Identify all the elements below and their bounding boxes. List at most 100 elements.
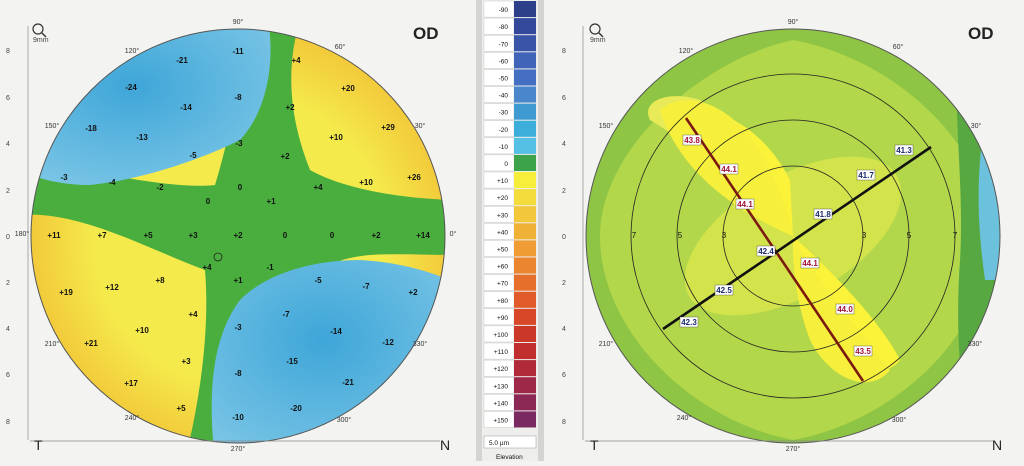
steep-k-value-box xyxy=(853,345,873,357)
scale-color-swatch xyxy=(514,377,536,394)
zoom-label: 9mm xyxy=(590,37,606,44)
scale-step-label: 5.0 µm xyxy=(489,440,509,447)
scale-color-swatch xyxy=(514,189,536,206)
elevation-value: +2 xyxy=(408,288,418,297)
elevation-value: +2 xyxy=(371,231,381,240)
elevation-value: -1 xyxy=(266,263,274,272)
y-tick-label: 6 xyxy=(562,95,566,102)
scale-color-swatch xyxy=(514,206,536,223)
scale-color-swatch xyxy=(514,154,536,171)
panel-divider[interactable] xyxy=(538,0,544,461)
steep-k-value: 44.1 xyxy=(721,165,737,174)
degree-label: 60° xyxy=(335,43,346,51)
elevation-value: +26 xyxy=(407,173,421,182)
flat-k-value-box xyxy=(756,245,776,257)
scale-color-swatch xyxy=(514,291,536,308)
degree-label: 210° xyxy=(45,340,60,348)
scale-color-swatch xyxy=(514,308,536,325)
elevation-value: -3 xyxy=(60,173,68,182)
elevation-value: +2 xyxy=(280,152,290,161)
ring-diameter-label: 3 xyxy=(862,231,867,240)
steep-k-value: 44.1 xyxy=(802,259,818,268)
ring-diameter-label: 3 xyxy=(722,231,727,240)
degree-label: 330° xyxy=(968,340,983,348)
scale-color-swatch xyxy=(514,172,536,189)
ring-diameter-label: 5 xyxy=(907,231,912,240)
elevation-value: -7 xyxy=(362,282,370,291)
scale-color-swatch xyxy=(514,360,536,377)
scale-value: +70 xyxy=(497,281,508,288)
y-tick-label: 8 xyxy=(6,419,10,426)
elevation-value: -5 xyxy=(314,276,322,285)
scale-value: +100 xyxy=(493,332,508,339)
degree-label: 270° xyxy=(231,445,246,453)
y-tick-label: 6 xyxy=(6,95,10,102)
flat-k-value: 41.8 xyxy=(815,210,831,219)
scale-color-swatch xyxy=(514,274,536,291)
scale-value: +110 xyxy=(494,349,509,356)
elevation-value: +10 xyxy=(359,178,373,187)
degree-label: 300° xyxy=(892,416,907,424)
y-tick-label: 4 xyxy=(562,326,566,333)
elevation-value: +17 xyxy=(124,379,138,388)
elevation-value: -12 xyxy=(382,338,394,347)
scale-color-swatch xyxy=(514,325,536,342)
scale-value: +140 xyxy=(493,400,508,407)
elevation-value: -3 xyxy=(234,323,242,332)
scale-value: -30 xyxy=(499,110,509,117)
elevation-value: 0 xyxy=(238,183,243,192)
scale-color-swatch xyxy=(514,18,536,35)
curvature-color-fill xyxy=(586,29,1000,443)
steep-k-value-box xyxy=(800,257,820,269)
elevation-value: +4 xyxy=(313,183,323,192)
scale-color-swatch xyxy=(514,120,536,137)
scale-color-swatch xyxy=(514,343,536,360)
scale-color-swatch xyxy=(514,223,536,240)
y-tick-label: 6 xyxy=(6,372,10,379)
elevation-value: 0 xyxy=(330,231,335,240)
steep-k-value-box xyxy=(682,134,702,146)
scale-color-swatch xyxy=(514,35,536,52)
degree-label: 30° xyxy=(971,122,982,130)
degree-label: 240° xyxy=(677,414,692,422)
degree-label: 120° xyxy=(125,47,140,55)
ring-diameter-label: 7 xyxy=(953,231,958,240)
scale-color-swatch xyxy=(514,240,536,257)
curvature-map: 8 6 4 2 0 2 4 6 8 90° 60° 30° 330° 300° 270° 240° 210° 1… xyxy=(562,18,1002,453)
elevation-value: +4 xyxy=(202,263,212,272)
eye-label: OD xyxy=(968,24,994,43)
elevation-value: +7 xyxy=(97,231,107,240)
elevation-value: -3 xyxy=(235,139,243,148)
elevation-value: +1 xyxy=(266,197,276,206)
temporal-label: T xyxy=(34,437,43,453)
panel-divider[interactable] xyxy=(476,0,482,461)
elevation-value: +11 xyxy=(47,231,61,240)
y-tick-label: 2 xyxy=(562,280,566,287)
y-tick-label: 2 xyxy=(562,188,566,195)
elevation-value: -15 xyxy=(286,357,298,366)
magnifier-icon[interactable] xyxy=(589,23,604,38)
scale-value-cell xyxy=(483,154,515,172)
flat-k-value-box xyxy=(813,208,833,220)
degree-label: 150° xyxy=(599,122,614,130)
pupil-center-marker xyxy=(213,252,223,262)
y-tick-label: 4 xyxy=(6,141,10,148)
elevation-value: -20 xyxy=(290,404,302,413)
elevation-value: +12 xyxy=(105,283,119,292)
scale-value: +10 xyxy=(497,178,508,185)
y-tick-label: 4 xyxy=(6,326,10,333)
elevation-value: +5 xyxy=(176,404,186,413)
y-tick-label: 0 xyxy=(6,234,10,241)
y-tick-label: 8 xyxy=(6,48,10,55)
scale-value: -80 xyxy=(499,24,509,31)
scale-value: +90 xyxy=(497,315,508,322)
degree-label: 0° xyxy=(450,230,457,238)
steep-k-value: 43.8 xyxy=(684,136,700,145)
degree-label: 120° xyxy=(679,47,694,55)
elevation-value: +21 xyxy=(84,339,98,348)
magnifier-icon[interactable] xyxy=(32,23,47,38)
color-scale: -90 -80 -70 -60 -50 -40 -30 -20 -10 0 +10 +20 +30 +40… xyxy=(482,0,538,461)
elevation-value: -8 xyxy=(234,93,242,102)
y-tick-label: 6 xyxy=(562,372,566,379)
